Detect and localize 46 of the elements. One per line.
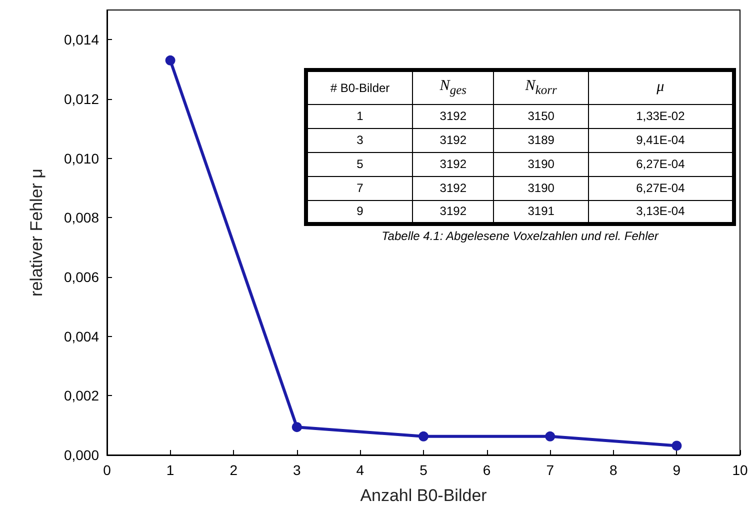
- y-tick-label: 0,006: [64, 269, 100, 285]
- y-tick-label: 0,008: [64, 210, 100, 226]
- annotation: 9,41E-04: [588, 128, 734, 152]
- annotation: 3,13E-04: [588, 200, 734, 224]
- annotation: N$_{ges}$: [412, 70, 494, 104]
- annotation: N$_{korr}$: [494, 70, 588, 104]
- x-tick-label: 10: [732, 462, 748, 478]
- y-tick-label: 0,002: [64, 388, 100, 404]
- x-tick-label: 0: [103, 462, 112, 478]
- annotation: 3192: [412, 200, 494, 224]
- x-tick-label: 3: [293, 462, 301, 478]
- x-axis-title: Anzahl B0-Bilder: [360, 486, 488, 505]
- y-tick-label: 0,000: [64, 447, 100, 463]
- x-tick-label: 8: [610, 462, 618, 478]
- annotation: 3192: [412, 128, 494, 152]
- annotation: 3190: [494, 152, 588, 176]
- y-tick-label: 0,012: [64, 91, 100, 107]
- annotation: 3189: [494, 128, 588, 152]
- annotation: 6,27E-04: [588, 152, 734, 176]
- x-tick-label: 9: [672, 462, 681, 478]
- annotation: μ: [588, 70, 734, 104]
- annotation: 1,33E-02: [588, 104, 734, 128]
- y-axis-title: relativer Fehler μ: [27, 168, 46, 296]
- annotation: 3192: [412, 104, 494, 128]
- annotation: 3190: [494, 176, 588, 200]
- annotation: 9: [306, 200, 412, 224]
- annotation: 3: [306, 128, 412, 152]
- annotation: Tabelle 4.1: Abgelesene Voxelzahlen und rel. Fehler: [380, 229, 660, 243]
- x-tick-label: 4: [356, 462, 364, 478]
- annotation: 3192: [412, 152, 494, 176]
- annotation: 7: [306, 176, 412, 200]
- annotation: 3191: [494, 200, 588, 224]
- x-tick-label: 5: [420, 462, 428, 478]
- y-tick-label: 0,004: [64, 328, 100, 344]
- x-tick-label: 6: [482, 462, 491, 478]
- annotation: 3192: [412, 176, 494, 200]
- x-tick-label: 7: [546, 462, 554, 478]
- x-tick-label: 2: [230, 462, 238, 478]
- y-tick-label: 0,014: [64, 32, 100, 48]
- annotation: 1: [306, 104, 412, 128]
- annotation: 3150: [494, 104, 588, 128]
- annotation: # B0-Bilder: [306, 70, 412, 104]
- annotation: 5: [306, 152, 412, 176]
- x-tick-label: 1: [166, 462, 174, 478]
- annotation: 6,27E-04: [588, 176, 734, 200]
- y-tick-label: 0,010: [64, 150, 100, 166]
